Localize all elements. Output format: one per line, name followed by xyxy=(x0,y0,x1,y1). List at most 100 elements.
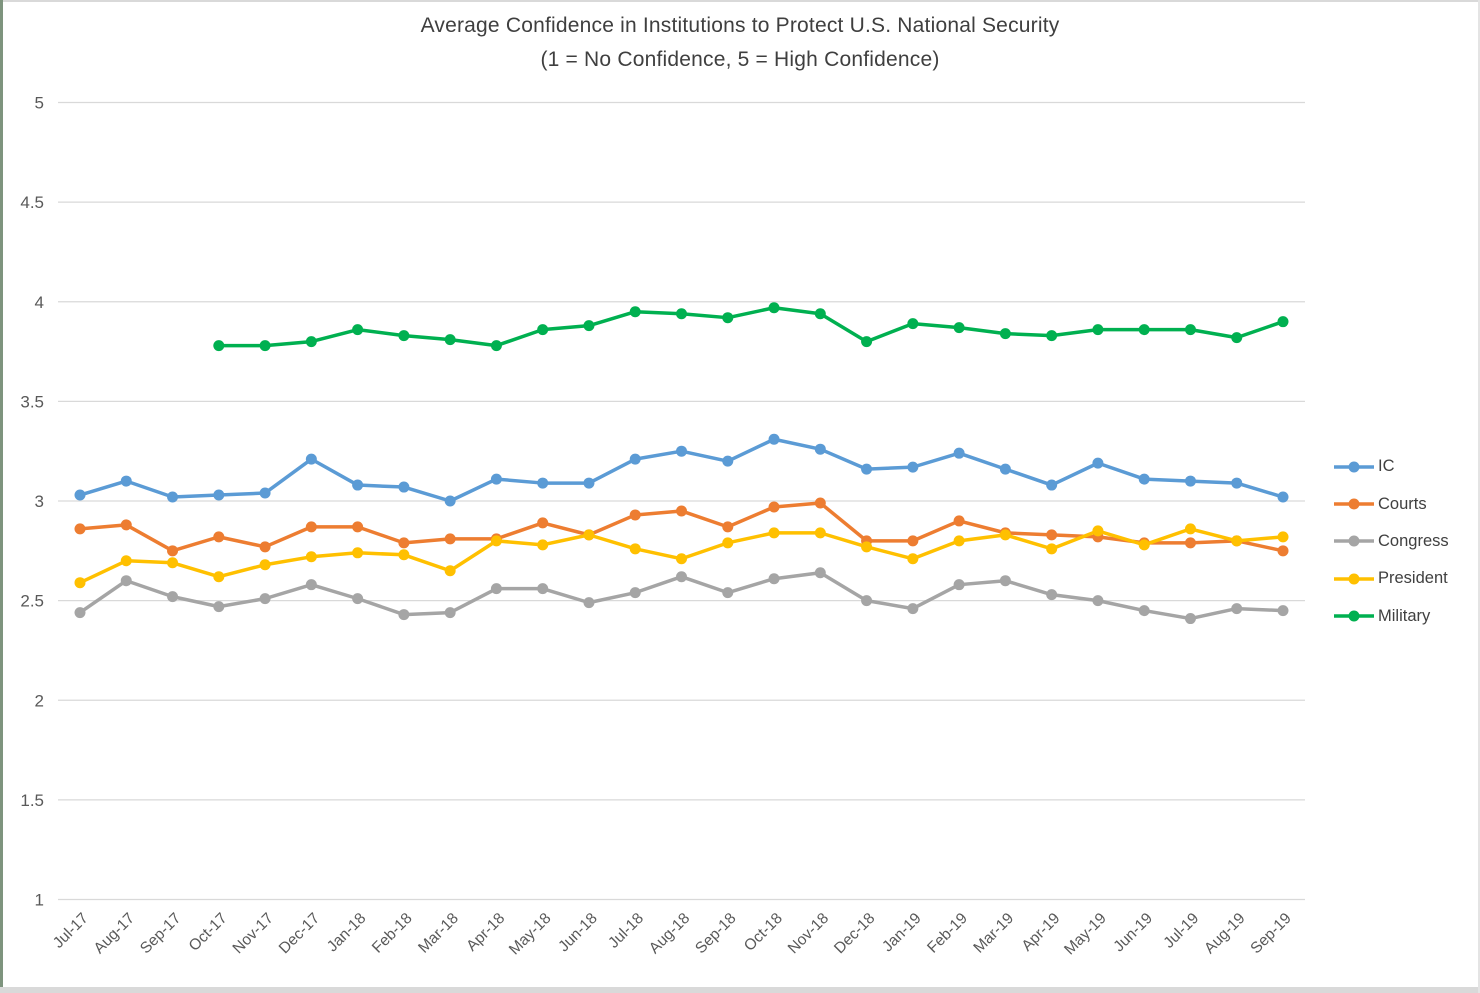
data-point xyxy=(953,535,965,547)
data-point xyxy=(490,340,502,352)
data-point xyxy=(814,308,826,320)
data-point xyxy=(444,533,456,545)
data-point xyxy=(629,306,641,318)
data-point xyxy=(722,521,734,533)
data-point xyxy=(1277,316,1289,328)
legend-dot xyxy=(1348,498,1360,510)
chart-title-line2: (1 = No Confidence, 5 = High Confidence) xyxy=(540,48,940,71)
legend-marker-icon xyxy=(1334,610,1374,622)
x-tick-label: Feb-18 xyxy=(369,910,416,957)
window-top-edge xyxy=(0,0,1480,2)
data-point xyxy=(1046,543,1058,555)
data-point xyxy=(259,487,271,499)
data-point xyxy=(999,328,1011,340)
x-tick-label: Jul-19 xyxy=(1160,910,1202,952)
data-point xyxy=(167,545,179,557)
series-congress xyxy=(74,567,1289,625)
y-tick-label: 1.5 xyxy=(20,791,44,810)
x-tick-label: Oct-17 xyxy=(186,910,231,955)
x-tick-label: Aug-17 xyxy=(91,910,138,957)
x-tick-label: Jan-19 xyxy=(879,910,925,956)
data-point xyxy=(768,433,780,445)
data-point xyxy=(583,477,595,489)
x-tick-label: Nov-18 xyxy=(785,910,832,957)
data-point xyxy=(768,573,780,585)
data-point xyxy=(1277,605,1289,617)
data-point xyxy=(1184,324,1196,336)
data-point xyxy=(1184,475,1196,487)
data-point xyxy=(1092,595,1104,607)
data-point xyxy=(167,591,179,603)
data-point xyxy=(1184,523,1196,535)
data-point xyxy=(1138,324,1150,336)
data-point xyxy=(814,497,826,509)
data-point xyxy=(1277,531,1289,543)
data-point xyxy=(629,543,641,555)
data-point xyxy=(352,521,364,533)
data-point xyxy=(74,577,86,589)
legend-item-president: President xyxy=(1334,560,1449,597)
y-tick-label: 3 xyxy=(35,492,44,511)
legend-marker-icon xyxy=(1334,498,1374,510)
legend-dot xyxy=(1348,610,1360,622)
data-point xyxy=(1138,473,1150,485)
data-point xyxy=(352,547,364,559)
y-axis-labels: 5 4.5 4 3.5 3 2.5 2 1.5 1 xyxy=(20,94,44,910)
data-point xyxy=(167,491,179,503)
window-right-edge xyxy=(1478,0,1480,993)
data-point xyxy=(74,523,86,535)
data-point xyxy=(676,445,687,457)
y-tick-label: 4 xyxy=(35,293,44,312)
data-point xyxy=(583,597,595,609)
x-tick-label: Mar-19 xyxy=(970,910,1017,957)
window-bottom-bar xyxy=(0,987,1480,993)
data-point xyxy=(1092,525,1104,537)
data-point xyxy=(213,489,225,501)
x-tick-label: Jul-17 xyxy=(50,910,92,952)
legend-item-courts: Courts xyxy=(1334,485,1449,522)
x-tick-label: Feb-19 xyxy=(924,910,971,957)
window-left-edge xyxy=(0,0,3,993)
data-point xyxy=(768,302,780,314)
data-point xyxy=(583,320,595,332)
x-tick-label: Apr-19 xyxy=(1019,910,1064,955)
data-point xyxy=(907,535,919,547)
data-point xyxy=(444,607,456,619)
data-point xyxy=(953,322,965,334)
data-point xyxy=(444,495,456,507)
data-point xyxy=(213,601,225,613)
data-point xyxy=(1231,477,1243,489)
data-point xyxy=(213,531,225,543)
data-point xyxy=(629,587,641,599)
gridlines xyxy=(58,101,1305,901)
legend-label-ic: IC xyxy=(1378,457,1395,476)
data-point xyxy=(953,579,965,591)
data-point xyxy=(907,318,919,330)
data-point xyxy=(398,549,410,561)
data-point xyxy=(1277,491,1289,503)
data-point xyxy=(305,521,317,533)
data-point xyxy=(1092,457,1104,469)
data-point xyxy=(352,324,364,336)
chart-legend: IC Courts Congress President Military xyxy=(1334,448,1449,635)
data-point xyxy=(120,555,132,567)
data-point xyxy=(629,453,641,465)
data-point xyxy=(676,571,687,583)
x-tick-label: Nov-17 xyxy=(230,910,277,957)
chart-title-line1: Average Confidence in Institutions to Pr… xyxy=(420,14,1060,37)
data-point xyxy=(1184,613,1196,625)
x-tick-label: May-19 xyxy=(1061,910,1110,959)
legend-dot xyxy=(1348,461,1360,473)
data-point xyxy=(629,509,641,521)
data-point xyxy=(537,583,549,595)
x-tick-label: Dec-18 xyxy=(831,910,878,957)
data-point xyxy=(999,463,1011,475)
data-point xyxy=(722,455,734,467)
data-point xyxy=(1046,589,1058,601)
data-point xyxy=(444,565,456,577)
data-point xyxy=(861,541,873,553)
data-point xyxy=(74,607,86,619)
data-point xyxy=(1046,479,1058,491)
y-tick-label: 2.5 xyxy=(20,592,44,611)
